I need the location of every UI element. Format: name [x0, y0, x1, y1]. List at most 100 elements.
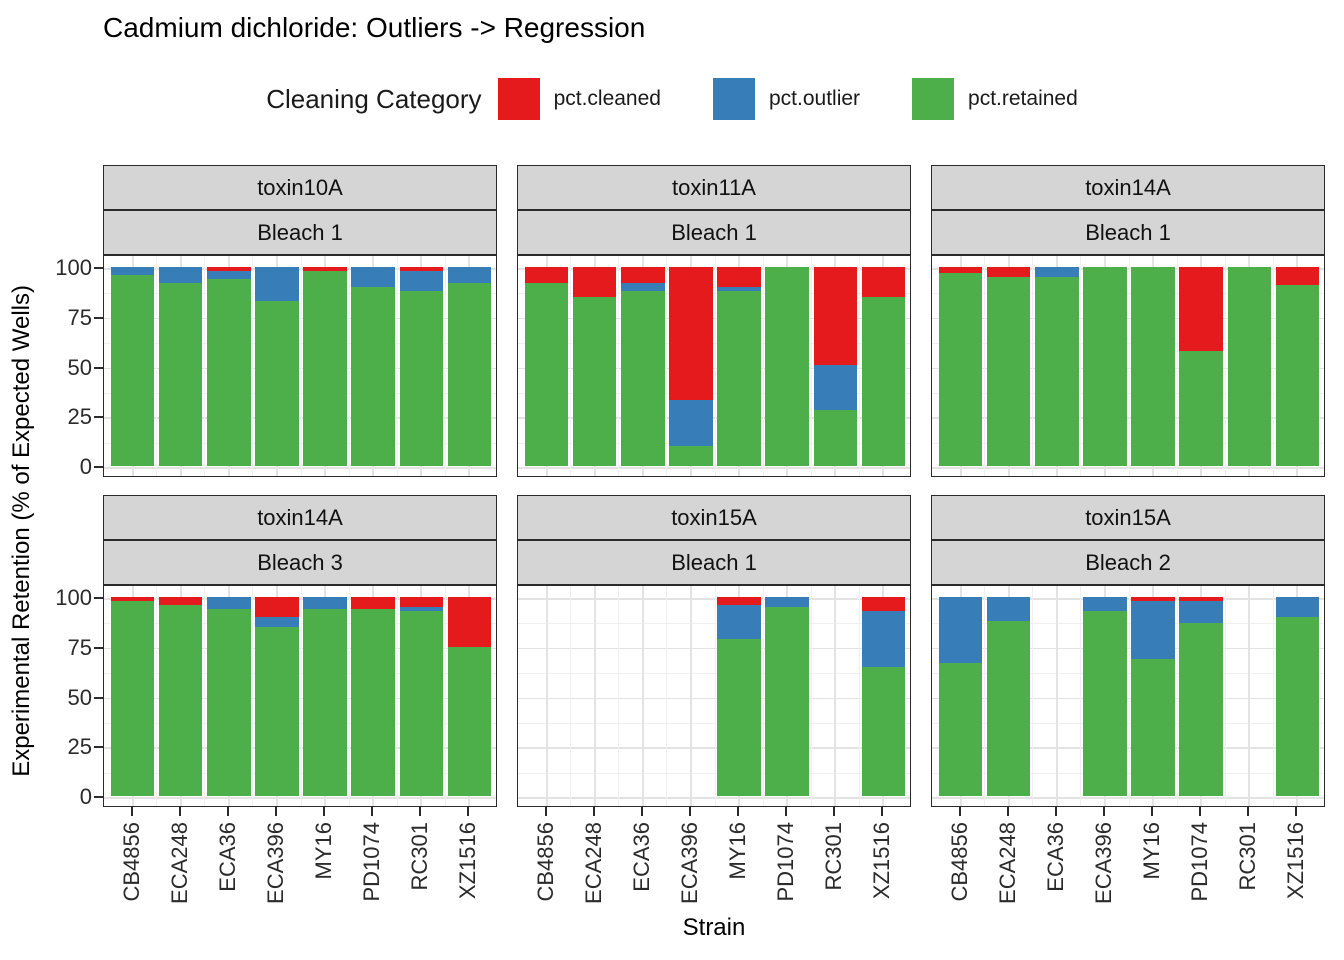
- gridline-major-v: [546, 586, 548, 806]
- gridline-minor-v: [570, 586, 572, 806]
- bar-segment-cleaned: [447, 597, 491, 647]
- bar-segment-outlier: [159, 267, 203, 283]
- legend-item-retained: pct.retained: [912, 78, 1078, 120]
- gridline-major-h: [104, 467, 496, 469]
- bar-segment-retained: [207, 608, 251, 796]
- x-tick-mark: [1199, 807, 1202, 816]
- facet-strip-toxin: toxin14A: [103, 495, 497, 540]
- bar-segment-retained: [111, 600, 155, 796]
- gridline-minor-h: [932, 392, 1324, 394]
- x-tick-label-ECA248: ECA248: [994, 822, 1020, 904]
- bar-ECA36: [207, 267, 251, 466]
- x-tick-mark: [958, 807, 961, 816]
- gridline-major-h: [518, 797, 910, 799]
- bar-segment-cleaned: [861, 597, 905, 611]
- bar-segment-cleaned: [1179, 597, 1223, 601]
- gridline-minor-v: [714, 586, 716, 806]
- x-tick-mark: [130, 807, 133, 816]
- bar-segment-retained: [1131, 658, 1175, 796]
- gridline-minor-v: [156, 586, 158, 806]
- bar-ECA396: [255, 267, 299, 466]
- bar-MY16: [303, 267, 347, 466]
- bar-segment-outlier: [303, 597, 347, 609]
- bar-segment-outlier: [111, 267, 155, 275]
- gridline-minor-v: [618, 256, 620, 476]
- bar-segment-retained: [255, 626, 299, 796]
- bar-segment-retained: [1131, 267, 1175, 466]
- y-tick-mark: [94, 646, 103, 649]
- gridline-minor-v: [1080, 586, 1082, 806]
- bar-segment-retained: [1179, 350, 1223, 466]
- legend-label-cleaned: pct.cleaned: [553, 87, 661, 110]
- bar-segment-retained: [447, 282, 491, 466]
- bar-MY16: [1131, 267, 1175, 466]
- bar-segment-outlier: [207, 270, 251, 279]
- bar-segment-retained: [1275, 616, 1319, 796]
- gridline-minor-v: [252, 256, 254, 476]
- gridline-minor-h: [932, 442, 1324, 444]
- bar-segment-cleaned: [939, 267, 983, 273]
- x-tick-mark: [592, 807, 595, 816]
- x-tick-label-RC301: RC301: [821, 822, 847, 891]
- facet-strip-toxin: toxin15A: [517, 495, 911, 540]
- x-tick-mark: [226, 807, 229, 816]
- bar-PD1074: [1179, 597, 1223, 796]
- gridline-minor-v: [1224, 256, 1226, 476]
- gridline-minor-h: [518, 722, 910, 724]
- bar-segment-cleaned: [255, 597, 299, 617]
- bar-segment-retained: [447, 646, 491, 796]
- y-tick-label: 50: [67, 684, 92, 710]
- bar-segment-retained: [1227, 267, 1271, 466]
- gridline-major-h: [104, 697, 496, 700]
- gridline-minor-h: [518, 392, 910, 394]
- bar-segment-outlier: [399, 606, 443, 611]
- gridline-minor-v: [204, 256, 206, 476]
- facet-panel: [103, 585, 497, 807]
- bar-segment-cleaned: [1131, 597, 1175, 601]
- bar-segment-outlier: [813, 364, 857, 411]
- gridline-minor-v: [762, 256, 764, 476]
- gridline-minor-h: [518, 623, 910, 625]
- gridline-minor-v: [714, 256, 716, 476]
- bar-PD1074: [351, 267, 395, 466]
- gridline-major-h: [104, 268, 496, 270]
- bar-segment-cleaned: [111, 597, 155, 601]
- bar-segment-cleaned: [1275, 267, 1319, 285]
- x-tick-label-RC301: RC301: [407, 822, 433, 891]
- retained-swatch-icon: [912, 78, 955, 120]
- x-tick-label-ECA36: ECA36: [628, 822, 654, 892]
- bar-segment-cleaned: [669, 267, 713, 401]
- bar-segment-retained: [399, 290, 443, 466]
- y-tick-mark: [94, 696, 103, 699]
- bar-CB4856: [111, 597, 155, 796]
- gridline-minor-h: [518, 442, 910, 444]
- gridline-minor-h: [518, 293, 910, 295]
- legend-item-cleaned: pct.cleaned: [497, 78, 661, 120]
- bar-segment-cleaned: [861, 267, 905, 297]
- facet-panel: [103, 255, 497, 477]
- x-tick-mark: [178, 807, 181, 816]
- bar-segment-outlier: [1179, 600, 1223, 623]
- x-tick-mark: [274, 807, 277, 816]
- gridline-major-h: [104, 598, 496, 600]
- facet-strip-toxin: toxin11A: [517, 165, 911, 210]
- bar-segment-outlier: [621, 282, 665, 291]
- bar-ECA248: [987, 267, 1031, 466]
- bar-segment-cleaned: [525, 267, 569, 283]
- bar-MY16: [717, 597, 761, 796]
- bar-segment-retained: [303, 608, 347, 796]
- bar-segment-outlier: [399, 270, 443, 291]
- bar-segment-outlier: [861, 610, 905, 667]
- facet-panel: [931, 585, 1325, 807]
- gridline-major-h: [518, 467, 910, 469]
- gridline-minor-v: [444, 256, 446, 476]
- x-tick-label-CB4856: CB4856: [946, 822, 972, 902]
- bar-ECA248: [159, 597, 203, 796]
- bar-segment-retained: [303, 270, 347, 466]
- gridline-minor-h: [932, 343, 1324, 345]
- bar-ECA396: [1083, 597, 1127, 796]
- bar-segment-retained: [525, 282, 569, 466]
- bar-XZ1516: [447, 597, 491, 796]
- bar-CB4856: [111, 267, 155, 466]
- gridline-minor-v: [570, 256, 572, 476]
